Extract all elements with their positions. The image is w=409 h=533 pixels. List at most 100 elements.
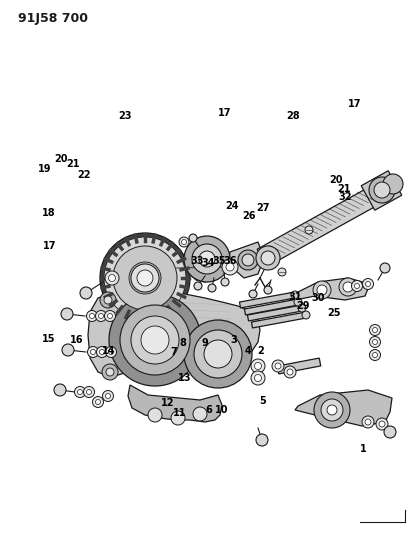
Circle shape <box>221 259 237 275</box>
Circle shape <box>241 254 254 266</box>
Circle shape <box>375 418 387 430</box>
Circle shape <box>141 326 169 354</box>
Circle shape <box>105 393 110 399</box>
Circle shape <box>373 182 389 198</box>
Circle shape <box>107 313 112 319</box>
Circle shape <box>104 237 186 319</box>
Text: 29: 29 <box>296 302 309 311</box>
Circle shape <box>105 346 116 358</box>
Circle shape <box>293 298 301 306</box>
Text: 17: 17 <box>218 108 231 118</box>
Circle shape <box>100 233 189 323</box>
Text: 35: 35 <box>212 256 225 266</box>
Text: 5: 5 <box>258 396 265 406</box>
Circle shape <box>100 292 116 308</box>
Circle shape <box>361 416 373 428</box>
Circle shape <box>104 311 115 321</box>
Circle shape <box>198 251 214 267</box>
Circle shape <box>120 305 189 375</box>
Circle shape <box>225 263 234 271</box>
Circle shape <box>102 364 118 380</box>
Circle shape <box>290 291 298 299</box>
Circle shape <box>204 340 231 368</box>
Circle shape <box>108 350 113 354</box>
Circle shape <box>105 271 119 285</box>
Text: 21: 21 <box>337 184 350 193</box>
Circle shape <box>87 346 98 358</box>
Circle shape <box>286 369 292 375</box>
Circle shape <box>181 239 186 245</box>
Circle shape <box>379 263 389 273</box>
Circle shape <box>184 236 229 282</box>
Circle shape <box>109 294 200 386</box>
Circle shape <box>61 308 73 320</box>
Polygon shape <box>256 179 392 266</box>
Circle shape <box>184 320 252 388</box>
Circle shape <box>106 368 114 376</box>
Circle shape <box>378 421 384 427</box>
Text: 18: 18 <box>41 208 55 218</box>
Text: 15: 15 <box>42 334 55 344</box>
Circle shape <box>362 279 373 289</box>
Polygon shape <box>88 289 259 376</box>
Circle shape <box>369 325 380 335</box>
Circle shape <box>274 363 280 369</box>
Circle shape <box>255 246 279 270</box>
Text: 8: 8 <box>179 338 185 348</box>
Circle shape <box>248 290 256 298</box>
Circle shape <box>316 285 326 295</box>
Circle shape <box>102 391 113 401</box>
Circle shape <box>62 344 74 356</box>
Text: 34: 34 <box>201 259 214 268</box>
Text: 33: 33 <box>190 256 203 266</box>
Circle shape <box>171 411 184 425</box>
Text: 9: 9 <box>201 338 208 348</box>
Circle shape <box>148 408 162 422</box>
Circle shape <box>129 262 161 294</box>
Text: 14: 14 <box>102 346 115 356</box>
Circle shape <box>77 390 82 394</box>
Circle shape <box>95 400 100 405</box>
Circle shape <box>96 346 107 358</box>
Circle shape <box>250 371 264 385</box>
Text: 12: 12 <box>160 398 173 408</box>
Circle shape <box>74 386 85 398</box>
Circle shape <box>364 419 370 425</box>
Text: 19: 19 <box>38 165 52 174</box>
Circle shape <box>92 397 103 408</box>
Text: 17: 17 <box>43 241 56 251</box>
Text: 11: 11 <box>173 408 186 417</box>
Polygon shape <box>184 237 225 282</box>
Circle shape <box>89 313 94 319</box>
Circle shape <box>193 330 241 378</box>
Text: 22: 22 <box>77 170 90 180</box>
Text: 20: 20 <box>329 175 342 185</box>
Circle shape <box>179 237 189 247</box>
Circle shape <box>320 399 342 421</box>
Circle shape <box>104 296 112 304</box>
Circle shape <box>193 407 207 421</box>
Text: 24: 24 <box>225 201 238 211</box>
Circle shape <box>86 390 91 394</box>
Circle shape <box>342 282 352 292</box>
Circle shape <box>261 251 274 265</box>
Text: 17: 17 <box>347 100 360 109</box>
Circle shape <box>313 392 349 428</box>
Circle shape <box>86 311 97 321</box>
Circle shape <box>326 405 336 415</box>
Circle shape <box>372 340 377 344</box>
Circle shape <box>99 350 104 354</box>
Text: 10: 10 <box>214 406 227 415</box>
Text: 31: 31 <box>288 293 301 302</box>
Text: 23: 23 <box>118 111 131 121</box>
Text: 2: 2 <box>256 346 263 356</box>
Text: 28: 28 <box>285 111 299 121</box>
Circle shape <box>254 375 261 382</box>
Circle shape <box>95 311 106 321</box>
Polygon shape <box>294 278 369 300</box>
Circle shape <box>237 250 257 270</box>
Text: 20: 20 <box>54 154 67 164</box>
Circle shape <box>301 311 309 319</box>
Circle shape <box>271 360 283 372</box>
Circle shape <box>369 350 380 360</box>
